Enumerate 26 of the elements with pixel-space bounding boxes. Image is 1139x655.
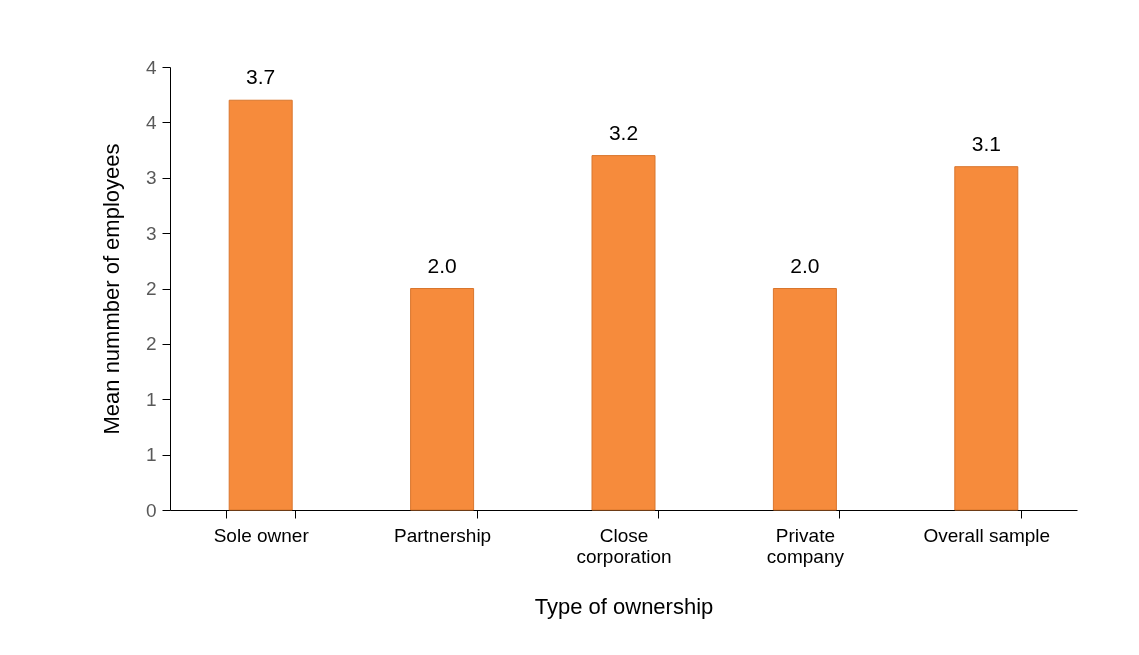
y-tick-label: 0 [145, 499, 157, 521]
x-tick-label: Close corporation [576, 524, 672, 567]
y-axis-title: Mean nummber of employees [98, 143, 124, 435]
x-axis-title: Type of ownership [534, 593, 714, 619]
x-tick-label: Partnership [394, 524, 492, 546]
data-label: 3.2 [608, 120, 639, 144]
data-label: 3.1 [971, 131, 1001, 155]
y-tick-label: 4 [145, 56, 157, 78]
y-tick-label: 3 [145, 222, 157, 244]
x-tick-label: Overall sample [923, 524, 1051, 546]
y-tick-label: 1 [145, 388, 157, 410]
bar [591, 155, 656, 511]
bar [954, 166, 1019, 511]
data-label: 3.7 [246, 65, 276, 89]
y-tick-label: 1 [145, 444, 157, 466]
bar [410, 288, 475, 511]
y-tick-label: 2 [145, 278, 157, 299]
y-tick-label: 4 [145, 111, 157, 133]
y-tick-label: 3 [145, 167, 157, 189]
bar [772, 288, 837, 511]
bar [228, 99, 293, 511]
data-label: 2.0 [427, 253, 457, 277]
data-label: 2.0 [790, 253, 820, 277]
x-tick-label: Private company [766, 524, 845, 567]
x-tick-label: Sole owner [213, 524, 310, 546]
y-tick-label: 2 [145, 333, 157, 355]
